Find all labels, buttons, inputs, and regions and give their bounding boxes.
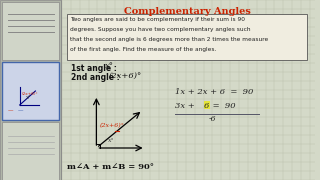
Bar [0,0,61,180]
Text: m∠A + m∠B = 90°: m∠A + m∠B = 90° [67,163,154,171]
Text: =  90: = 90 [211,102,236,110]
Bar [2,62,59,120]
Text: Complementary Angles: Complementary Angles [124,7,251,16]
Bar [2,62,59,120]
Text: 1st angle :: 1st angle : [71,64,117,73]
Text: that the second angle is 6 degrees more than 2 times the measure: that the second angle is 6 degrees more … [70,37,268,42]
Text: 2nd angle :: 2nd angle : [71,73,120,82]
Text: (2x+6)°: (2x+6)° [22,92,38,96]
Text: 6: 6 [204,102,209,110]
Text: x°: x° [105,62,114,70]
Bar [67,14,307,60]
Bar [2,2,59,60]
Text: Two angles are said to be complementary if their sum is 90: Two angles are said to be complementary … [70,17,245,22]
Text: 3x +: 3x + [175,102,195,110]
Text: (2x+6)°: (2x+6)° [108,72,141,80]
Text: x°: x° [26,95,31,100]
Bar [2,122,59,180]
Text: degrees. Suppose you have two complementary angles such: degrees. Suppose you have two complement… [70,27,250,32]
Bar [204,101,211,109]
Text: of the first angle. Find the measure of the angles.: of the first angle. Find the measure of … [70,47,216,52]
Text: 1x + 2x + 6  =  90: 1x + 2x + 6 = 90 [175,88,253,96]
Text: -6: -6 [209,115,216,123]
Text: x°: x° [108,138,115,143]
Text: —: — [18,108,23,113]
Text: (2x+6)°: (2x+6)° [99,123,124,129]
Text: —: — [8,108,13,113]
